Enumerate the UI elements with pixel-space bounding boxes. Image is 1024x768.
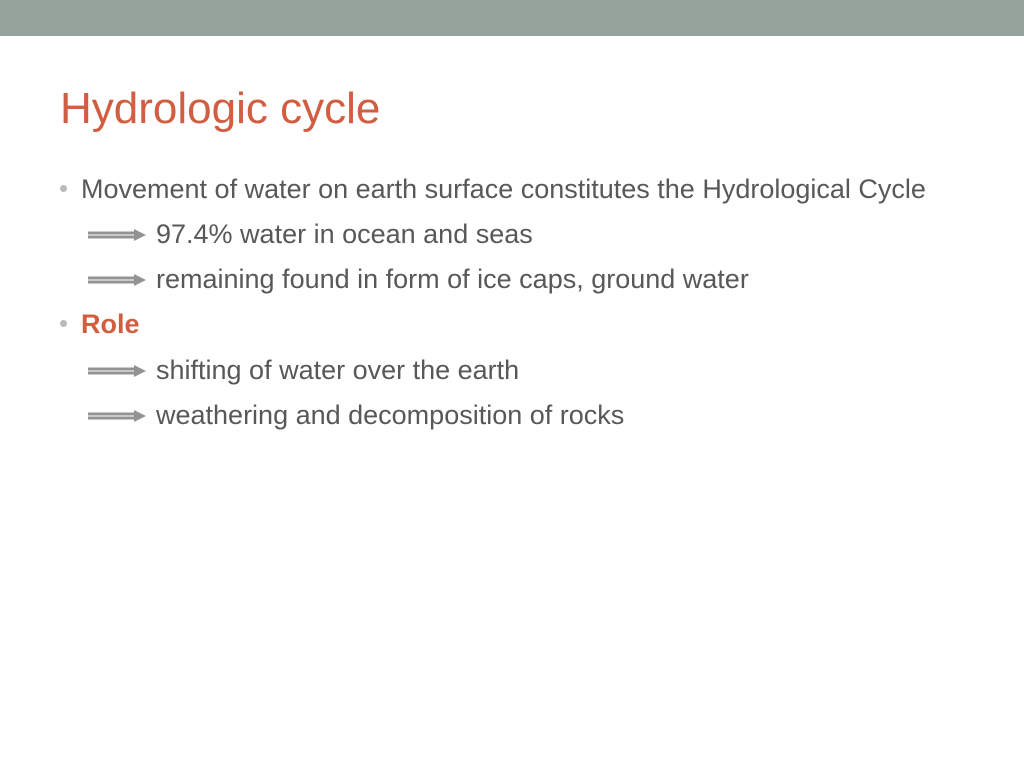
slide-body-list: Movement of water on earth surface const… — [60, 170, 964, 435]
bullet-dot-icon — [60, 320, 67, 327]
list-item: Movement of water on earth surface const… — [60, 170, 964, 209]
arrow-icon — [88, 229, 146, 241]
list-item-text: remaining found in form of ice caps, gro… — [156, 260, 749, 299]
list-item: remaining found in form of ice caps, gro… — [88, 260, 964, 299]
slide-content: Hydrologic cycle Movement of water on ea… — [0, 36, 1024, 435]
list-item-text: shifting of water over the earth — [156, 351, 519, 390]
arrow-icon — [88, 410, 146, 422]
list-item-text: Role — [81, 305, 140, 344]
list-item: shifting of water over the earth — [88, 351, 964, 390]
list-item-text: Movement of water on earth surface const… — [81, 170, 926, 209]
list-item: weathering and decomposition of rocks — [88, 396, 964, 435]
arrow-icon — [88, 365, 146, 377]
top-accent-bar — [0, 0, 1024, 36]
list-item-text: weathering and decomposition of rocks — [156, 396, 624, 435]
list-item-text: 97.4% water in ocean and seas — [156, 215, 533, 254]
bullet-dot-icon — [60, 185, 67, 192]
list-item: 97.4% water in ocean and seas — [88, 215, 964, 254]
slide-title: Hydrologic cycle — [60, 84, 964, 134]
arrow-icon — [88, 274, 146, 286]
list-item: Role — [60, 305, 964, 344]
